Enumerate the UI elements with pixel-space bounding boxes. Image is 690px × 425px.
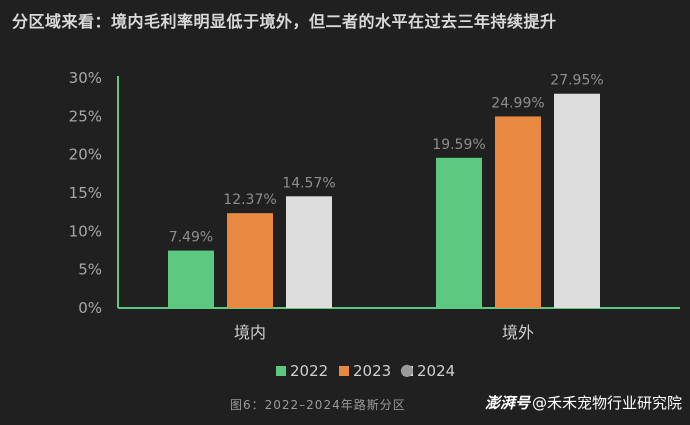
y-tick-label: 25% xyxy=(69,107,102,125)
bar xyxy=(286,196,332,308)
y-tick-label: 20% xyxy=(69,146,102,164)
legend-entry: 2023 xyxy=(353,362,391,380)
category-label: 境外 xyxy=(502,323,534,342)
bar xyxy=(227,213,273,308)
bar xyxy=(168,250,214,308)
brand-logo: 澎湃号 xyxy=(484,394,530,412)
data-label: 24.99% xyxy=(491,95,544,111)
legend-entry: 2024 xyxy=(417,362,455,380)
data-label: 14.57% xyxy=(282,175,335,191)
bar xyxy=(436,157,482,308)
y-tick-label: 30% xyxy=(69,69,102,87)
legend-swatch xyxy=(339,366,349,376)
bar xyxy=(495,116,541,308)
brand-watermark: 澎湃号 @禾禾宠物行业研究院 xyxy=(485,392,682,413)
legend-swatch xyxy=(403,366,413,376)
wechat-icon: ● xyxy=(400,360,414,379)
legend-entry: 2022 xyxy=(290,362,328,380)
data-label: 7.49% xyxy=(169,230,213,246)
bar xyxy=(554,93,600,308)
data-label: 12.37% xyxy=(223,192,276,208)
legend-swatch xyxy=(276,366,286,376)
data-label: 27.95% xyxy=(550,73,603,89)
figure-caption: 图6：2022–2024年路斯分区 xyxy=(230,398,406,412)
y-tick-label: 15% xyxy=(69,184,102,202)
page-title: 分区域来看：境内毛利率明显低于境外，但二者的水平在过去三年持续提升 xyxy=(12,12,557,31)
y-tick-label: 5% xyxy=(78,261,102,279)
brand-text: @禾禾宠物行业研究院 xyxy=(531,394,682,412)
y-tick-label: 0% xyxy=(78,299,102,317)
y-tick-label: 10% xyxy=(69,222,102,240)
category-label: 境内 xyxy=(234,323,266,342)
data-label: 19.59% xyxy=(432,137,485,153)
